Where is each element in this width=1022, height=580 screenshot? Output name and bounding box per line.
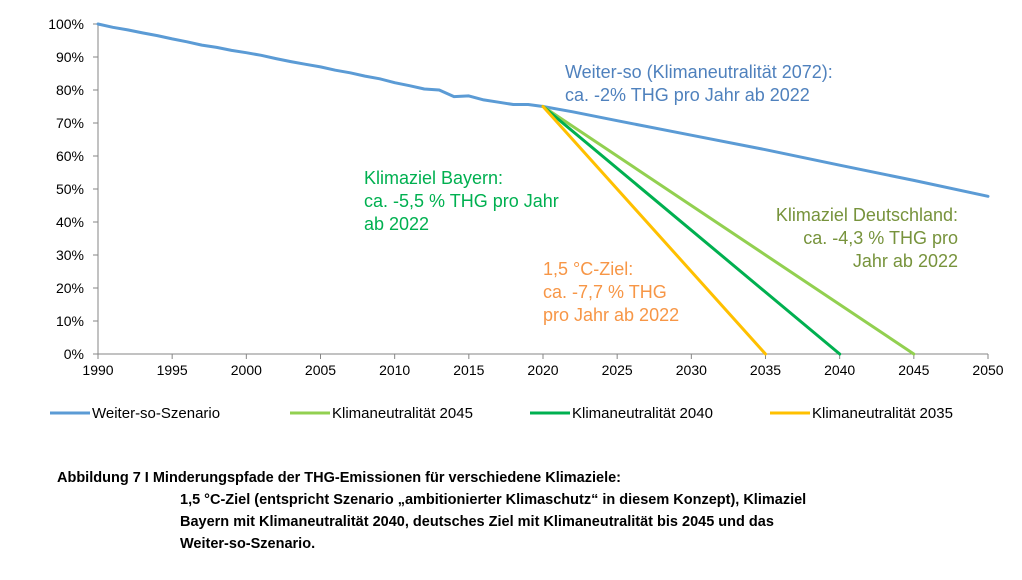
x-tick-label: 2015 bbox=[453, 362, 484, 378]
annotation-line: Weiter-so (Klimaneutralität 2072): bbox=[565, 62, 833, 82]
legend-label: Klimaneutralität 2045 bbox=[332, 405, 473, 422]
annotation-line: pro Jahr ab 2022 bbox=[543, 305, 679, 325]
x-tick-label: 2045 bbox=[898, 362, 929, 378]
annotation-line: ab 2022 bbox=[364, 214, 429, 234]
x-tick-label: 2025 bbox=[602, 362, 633, 378]
series-line-klimaneutralit-t-2035 bbox=[541, 105, 767, 356]
y-tick-label: 70% bbox=[56, 115, 84, 131]
y-tick-label: 0% bbox=[64, 346, 84, 362]
annotation-line: Klimaziel Deutschland: bbox=[776, 205, 958, 225]
annotation-line: ca. -7,7 % THG bbox=[543, 282, 667, 302]
x-tick-label: 1995 bbox=[157, 362, 188, 378]
y-tick-label: 100% bbox=[48, 16, 84, 32]
caption-body: 1,5 °C-Ziel (entspricht Szenario „ambiti… bbox=[180, 492, 807, 552]
annotation-line: ca. -2% THG pro Jahr ab 2022 bbox=[565, 85, 810, 105]
series-layer bbox=[96, 22, 990, 356]
series-line-klimaneutralit-t-2045 bbox=[541, 105, 916, 356]
annotation-line: Jahr ab 2022 bbox=[853, 251, 958, 271]
x-tick-label: 2010 bbox=[379, 362, 410, 378]
x-tick-label: 2050 bbox=[972, 362, 1003, 378]
emissions-chart: 0% 10% 20% 30% 40% 50% 60% 70% 80% 90% 100% 1990 199… bbox=[48, 16, 1004, 422]
legend: Weiter-so-Szenario Klimaneutralität 2045 K… bbox=[50, 405, 953, 422]
annotation-layer: Weiter-so (Klimaneutralität 2072): ca. -2… bbox=[364, 62, 958, 325]
figure-caption: Abbildung 7 I Minderungspfade der THG-Em… bbox=[57, 467, 1017, 577]
y-tick-label: 40% bbox=[56, 214, 84, 230]
y-tick-label: 50% bbox=[56, 181, 84, 197]
y-tick-label: 30% bbox=[56, 247, 84, 263]
annotation-deutschland: Klimaziel Deutschland: ca. -4,3 % THG pro… bbox=[776, 205, 958, 271]
caption-first-line: Abbildung 7 I Minderungspfade der THG-Em… bbox=[57, 470, 621, 486]
legend-label: Klimaneutralität 2035 bbox=[812, 405, 953, 422]
x-tick-label: 2035 bbox=[750, 362, 781, 378]
legend-label: Klimaneutralität 2040 bbox=[572, 405, 713, 422]
x-tick-label: 2040 bbox=[824, 362, 855, 378]
y-tick-label: 80% bbox=[56, 82, 84, 98]
annotation-ziel15: 1,5 °C-Ziel: ca. -7,7 % THG pro Jahr ab 20… bbox=[543, 259, 679, 325]
x-tick-label: 1990 bbox=[82, 362, 113, 378]
y-tick-label: 90% bbox=[56, 49, 84, 65]
annotation-line: ca. -4,3 % THG pro bbox=[803, 228, 958, 248]
legend-label: Weiter-so-Szenario bbox=[92, 405, 220, 422]
y-tick-label: 60% bbox=[56, 148, 84, 164]
series-line-klimaneutralit-t-2040 bbox=[541, 105, 842, 356]
axes: 0% 10% 20% 30% 40% 50% 60% 70% 80% 90% 100% 1990 199… bbox=[48, 16, 1004, 378]
annotation-line: ca. -5,5 % THG pro Jahr bbox=[364, 191, 559, 211]
series-line-weiter-so-szenario bbox=[96, 22, 990, 198]
x-tick-label: 2005 bbox=[305, 362, 336, 378]
annotation-line: Klimaziel Bayern: bbox=[364, 168, 503, 188]
annotation-line: 1,5 °C-Ziel: bbox=[543, 259, 633, 279]
annotation-bayern: Klimaziel Bayern: ca. -5,5 % THG pro Jahr… bbox=[364, 168, 559, 234]
y-tick-label: 20% bbox=[56, 280, 84, 296]
x-tick-label: 2000 bbox=[231, 362, 262, 378]
x-tick-label: 2030 bbox=[676, 362, 707, 378]
x-tick-label: 2020 bbox=[527, 362, 558, 378]
annotation-weiter-so: Weiter-so (Klimaneutralität 2072): ca. -2… bbox=[565, 62, 833, 105]
y-tick-label: 10% bbox=[56, 313, 84, 329]
